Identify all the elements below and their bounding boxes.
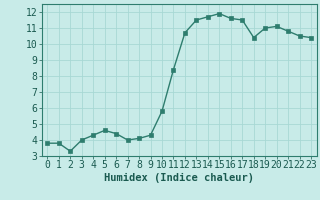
X-axis label: Humidex (Indice chaleur): Humidex (Indice chaleur) [104, 173, 254, 183]
